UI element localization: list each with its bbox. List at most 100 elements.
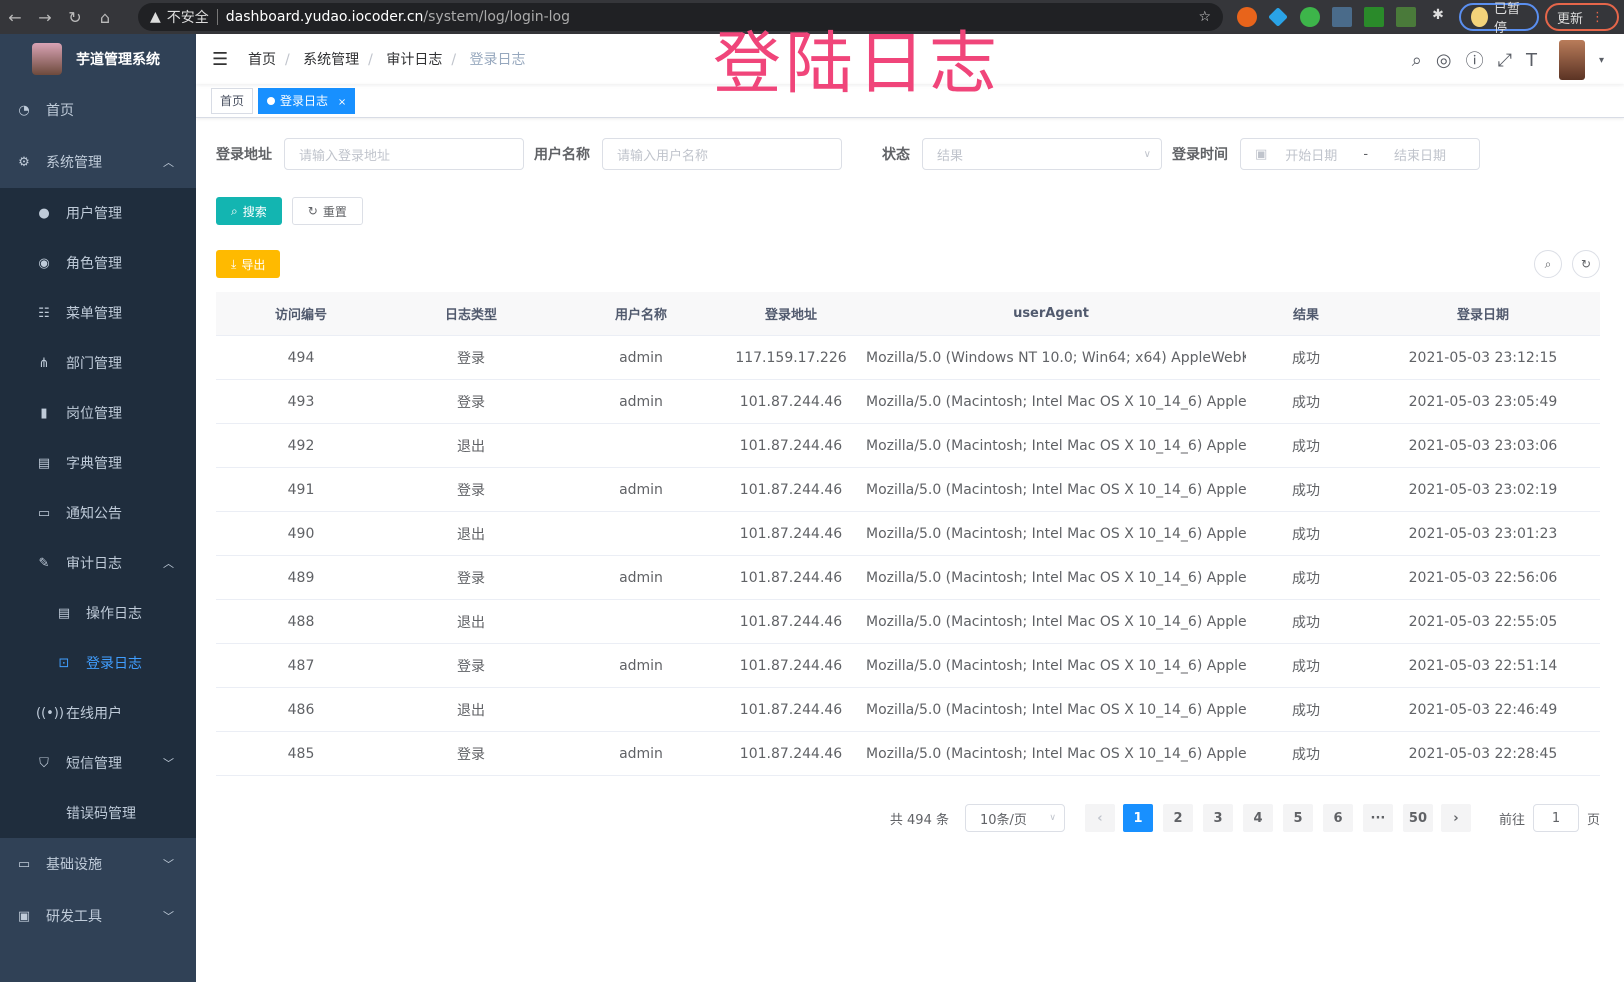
status-select[interactable]: 结果 ∨ [922,138,1162,170]
update-button[interactable]: 更新 ⋮ [1545,3,1619,31]
date-range-picker[interactable]: ▣ 开始日期 - 结束日期 [1240,138,1480,170]
toggle-search-icon[interactable]: ⌕ [1534,250,1562,278]
extension-icon[interactable] [1300,7,1320,27]
page-button[interactable]: 50 [1402,804,1433,832]
help-icon[interactable]: ⓘ [1465,51,1484,72]
sidebar-item-6[interactable]: ▮ 岗位管理 [0,388,196,438]
search-button[interactable]: ⌕ 搜索 [216,197,282,225]
fullscreen-icon[interactable]: ⤢ [1497,49,1512,71]
breadcrumb-item[interactable]: 首页 [248,52,276,68]
extension-icon[interactable] [1396,7,1416,27]
end-date[interactable]: 结束日期 [1394,148,1447,164]
page-button[interactable]: 2 [1162,804,1193,832]
table-cell: 成功 [1292,394,1320,411]
table-row[interactable]: 486 退出 101.87.244.46 Mozilla/5.0 (Macintosh… [216,688,1600,732]
reload-icon[interactable]: ↻ [68,7,82,27]
extension-icon[interactable] [1332,7,1352,27]
table-row[interactable]: 489 登录 admin 101.87.244.46 Mozilla/5.0 (Maci… [216,556,1600,600]
table-cell: 101.87.244.46 [739,437,843,454]
username-input[interactable]: 请输入用户名称 [602,138,842,170]
extension-icon[interactable] [1268,7,1288,27]
bookmark-star-icon[interactable]: ☆ [1198,9,1211,25]
back-icon[interactable]: ← [8,7,22,27]
hamburger-icon[interactable]: ☰ [212,48,229,70]
address-input[interactable]: 请输入登录地址 [284,138,524,170]
page-button[interactable]: 5 [1282,804,1313,832]
forward-icon[interactable]: → [38,7,52,27]
address-bar[interactable]: ▲ 不安全 dashboard.yudao.iocoder.cn/system/… [138,3,1223,31]
url-path: /system/log/login-log [423,9,571,25]
sidebar-item-4[interactable]: ☷ 菜单管理 [0,288,196,338]
github-icon[interactable]: ◎ [1435,49,1452,71]
tag-home[interactable]: 首页 [211,87,254,114]
table-cell: 101.87.244.46 [739,701,843,718]
table-cell: 成功 [1292,438,1320,455]
table-cell: 退出 [457,614,485,631]
sidebar-item-0[interactable]: ◔ 首页 [0,84,196,136]
page-button[interactable]: 1 [1122,804,1153,832]
extension-icon[interactable] [1237,7,1257,27]
puzzle-icon[interactable]: ✱ [1432,7,1444,23]
placeholder: 结果 [937,148,964,164]
search-icon[interactable]: ⌕ [1411,49,1422,71]
table-row[interactable]: 488 退出 101.87.244.46 Mozilla/5.0 (Macintosh… [216,600,1600,644]
sidebar-item-14[interactable]: 错误码管理 [0,788,196,838]
more-icon: ⋮ [1591,9,1605,25]
table-row[interactable]: 491 登录 admin 101.87.244.46 Mozilla/5.0 (Maci… [216,468,1600,512]
extension-icon[interactable] [1364,7,1384,27]
table-row[interactable]: 490 退出 101.87.244.46 Mozilla/5.0 (Macintosh… [216,512,1600,556]
home-icon[interactable]: ⌂ [99,7,111,27]
breadcrumb: 首页 / 系统管理 / 审计日志 / 登录日志 [248,52,526,68]
page-size-select[interactable]: 10条/页 ∨ [964,804,1065,832]
export-button[interactable]: ⤓ 导出 [216,250,281,278]
sidebar-item-7[interactable]: ▤ 字典管理 [0,438,196,488]
column-header: userAgent [1013,306,1089,321]
table-cell: admin [619,657,663,674]
sidebar-item-label: 字典管理 [66,456,122,472]
table-row[interactable]: 487 登录 admin 101.87.244.46 Mozilla/5.0 (Maci… [216,644,1600,688]
breadcrumb-item: 系统管理 [303,52,360,68]
column-header: 登录日期 [1456,308,1509,323]
sidebar-item-3[interactable]: ◉ 角色管理 [0,238,196,288]
tag-login-log[interactable]: 登录日志 × [258,87,356,114]
table-cell: 成功 [1292,702,1320,719]
table-cell: 491 [287,481,315,498]
sidebar-item-16[interactable]: ▣ 研发工具 ﹀ [0,890,196,942]
prev-page-button[interactable]: ‹ [1084,804,1115,832]
column-header: 用户名称 [614,308,667,323]
next-page-button[interactable]: › [1440,804,1471,832]
sidebar-item-15[interactable]: ▭ 基础设施 ﹀ [0,838,196,890]
sidebar-logo[interactable]: 芋道管理系统 [0,34,196,84]
caret-down-icon[interactable]: ▾ [1598,54,1604,66]
profile-button[interactable]: 已暂停 [1459,2,1539,36]
page-button[interactable]: 6 [1322,804,1353,832]
page-button[interactable]: ··· [1362,804,1393,832]
sidebar-item-2[interactable]: ● 用户管理 [0,188,196,238]
reset-button[interactable]: ↻ 重置 [291,197,363,225]
security-label: 不安全 [166,10,209,26]
close-icon[interactable]: × [337,96,347,108]
sidebar-item-1[interactable]: ⚙ 系统管理 ︿ [0,136,196,188]
sidebar-item-9[interactable]: ✎ 审计日志 ︿ [0,538,196,588]
table-row[interactable]: 485 登录 admin 101.87.244.46 Mozilla/5.0 (Maci… [216,732,1600,776]
refresh-icon[interactable]: ↻ [1572,250,1600,278]
page-button[interactable]: 4 [1242,804,1273,832]
table-cell: Mozilla/5.0 (Macintosh; Intel Mac OS X 1… [866,437,1246,454]
sidebar-item-13[interactable]: ⛉ 短信管理 ﹀ [0,738,196,788]
table-row[interactable]: 493 登录 admin 101.87.244.46 Mozilla/5.0 (Maci… [216,380,1600,424]
avatar[interactable] [1558,40,1585,80]
table-row[interactable]: 492 退出 101.87.244.46 Mozilla/5.0 (Macintosh… [216,424,1600,468]
font-size-icon[interactable]: T [1525,49,1537,71]
sidebar-item-5[interactable]: ⋔ 部门管理 [0,338,196,388]
column-header: 登录地址 [764,308,817,323]
sidebar-item-11[interactable]: ⊡ 登录日志 [0,638,196,688]
sidebar-item-12[interactable]: ((•)) 在线用户 [0,688,196,738]
download-icon: ⤓ [231,256,237,271]
start-date[interactable]: 开始日期 [1285,148,1338,164]
sidebar-item-10[interactable]: ▤ 操作日志 [0,588,196,638]
chevron-up-icon: ︿ [163,557,174,570]
goto-page-input[interactable]: 1 [1532,804,1579,832]
page-button[interactable]: 3 [1202,804,1233,832]
sidebar-item-8[interactable]: ▭ 通知公告 [0,488,196,538]
table-row[interactable]: 494 登录 admin 117.159.17.226 Mozilla/5.0 (Win… [216,336,1600,380]
